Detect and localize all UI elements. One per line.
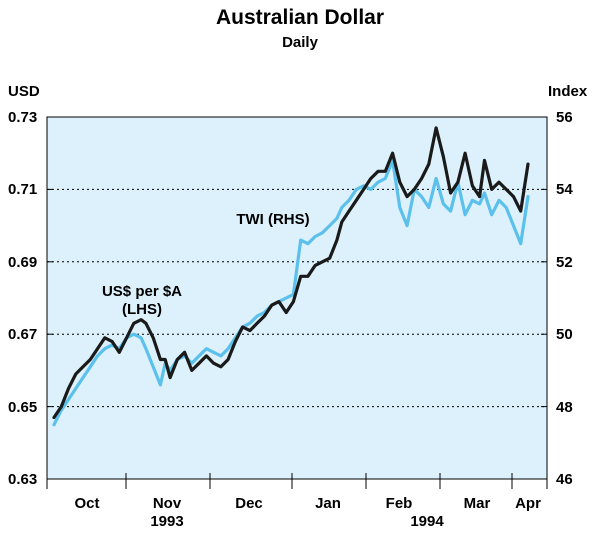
chart-title: Australian Dollar xyxy=(215,6,385,29)
x-label-mar: Mar xyxy=(464,495,491,512)
x-label-feb: Feb xyxy=(386,495,413,512)
right-axis-label: Index xyxy=(548,83,588,100)
chart-subtitle: Daily xyxy=(282,34,318,51)
left-axis-label: USD xyxy=(8,83,40,100)
series-lines xyxy=(52,126,530,427)
x-label-nov: Nov xyxy=(153,495,182,512)
left-tick-2: 0.67 xyxy=(8,326,37,343)
left-tick-4: 0.71 xyxy=(8,181,37,198)
x-label-dec: Dec xyxy=(235,495,263,512)
right-tick-3: 52 xyxy=(556,254,573,271)
right-tick-1: 48 xyxy=(556,399,573,416)
right-tick-4: 54 xyxy=(556,181,573,198)
x-label-year-1993: 1993 xyxy=(150,513,183,530)
plot-frame xyxy=(46,116,548,480)
left-tick-0: 0.63 xyxy=(8,471,37,488)
left-tick-3: 0.69 xyxy=(8,254,37,271)
x-axis-ticks xyxy=(46,473,548,489)
series-line-twi xyxy=(52,158,530,427)
right-tick-0: 46 xyxy=(556,471,573,488)
x-label-apr: Apr xyxy=(515,495,541,512)
x-label-oct: Oct xyxy=(74,495,99,512)
plot-background xyxy=(47,117,547,479)
left-tick-5: 0.73 xyxy=(8,109,37,126)
x-label-jan: Jan xyxy=(315,495,341,512)
x-label-year-1994: 1994 xyxy=(410,513,444,530)
annotation-twi: TWI (RHS) xyxy=(236,211,309,228)
y-axis-ticks xyxy=(47,116,547,480)
annotation-usd-line2: (LHS) xyxy=(122,301,162,318)
right-tick-5: 56 xyxy=(556,109,573,126)
annotation-usd-line1: US$ per $A xyxy=(102,283,182,300)
series-line-usd xyxy=(52,126,530,420)
right-tick-2: 50 xyxy=(556,326,573,343)
left-tick-1: 0.65 xyxy=(8,399,37,416)
